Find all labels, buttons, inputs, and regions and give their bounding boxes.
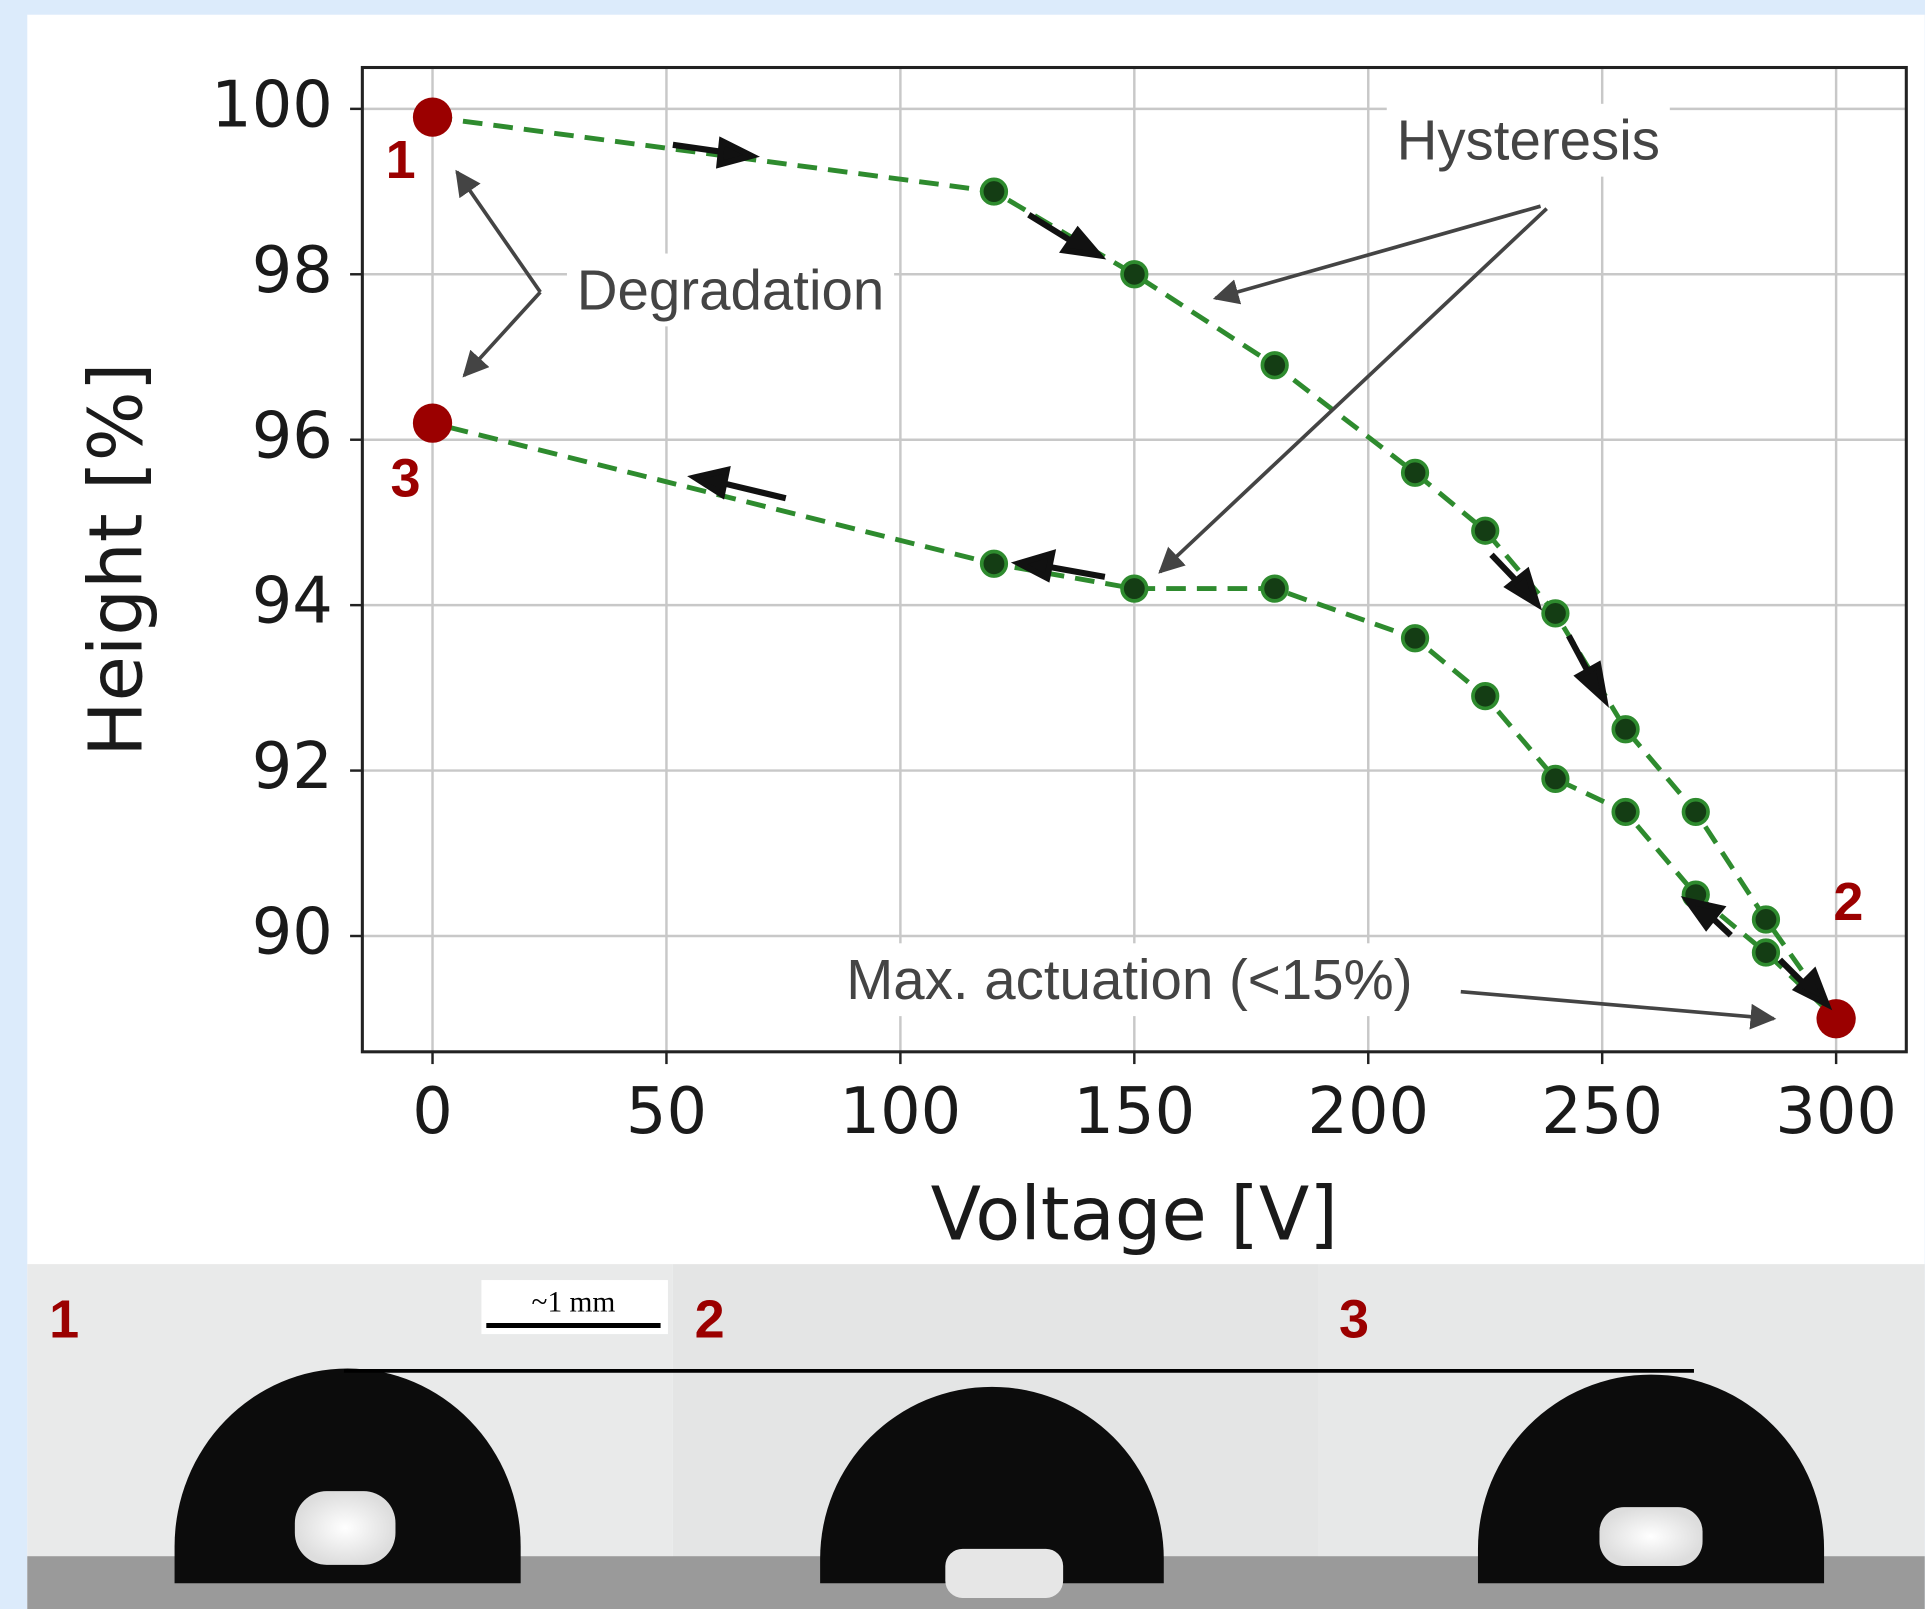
- photo-label: 3: [1339, 1289, 1369, 1349]
- data-point: [1400, 458, 1430, 487]
- data-point: [1541, 764, 1570, 793]
- data-point: [1260, 574, 1289, 603]
- annotation-background: [1386, 103, 1670, 177]
- data-point: [1611, 797, 1640, 827]
- direction-arrows: [672, 136, 1833, 1011]
- data-point: [1681, 797, 1710, 827]
- annotation: Degradation: [577, 258, 884, 321]
- x-tick-label: 300: [1775, 1075, 1897, 1149]
- plot: 90 92 94 96 98 100 0 50 100 150 200 250 300 Voltage […: [74, 65, 1908, 1258]
- annotation-arrows: [455, 169, 1777, 1030]
- y-tick-label: 94: [252, 565, 333, 639]
- x-axis-label: Voltage [V]: [931, 1173, 1338, 1258]
- plot-frame: [360, 65, 1908, 1054]
- x-tick-label: 200: [1307, 1075, 1429, 1149]
- photo-label: 2: [695, 1289, 725, 1349]
- highlight-point: [412, 403, 453, 443]
- x-tick-label: 0: [412, 1075, 453, 1149]
- annotation-background: [836, 943, 1423, 1017]
- highlight-label: 2: [1833, 872, 1863, 932]
- annotation: Max. actuation (<15%): [846, 948, 1412, 1011]
- data-point: [1471, 516, 1500, 545]
- photo-label: 1: [49, 1289, 79, 1349]
- x-tick-label: 100: [840, 1075, 962, 1149]
- y-axis-label: Height [%]: [74, 363, 159, 757]
- data-point: [1400, 624, 1430, 653]
- data-point: [979, 177, 1009, 206]
- data-point: [1541, 599, 1570, 628]
- data-point: [1120, 574, 1149, 603]
- photo-strip: [27, 1264, 1925, 1609]
- highlight-point: [412, 97, 453, 137]
- highlight-label: 1: [386, 130, 416, 190]
- x-tick-label: 250: [1541, 1075, 1663, 1149]
- y-tick-label: 100: [211, 68, 333, 142]
- data-point: [1120, 260, 1149, 289]
- data-point: [1751, 938, 1781, 967]
- data-point: [1751, 905, 1781, 934]
- y-tick-label: 92: [252, 730, 333, 804]
- data-point: [1471, 682, 1500, 711]
- data-point: [1260, 351, 1289, 380]
- data-point: [979, 549, 1009, 578]
- highlight-label: 3: [391, 448, 421, 508]
- highlight-point: [1816, 999, 1856, 1039]
- x-tick-label: 50: [626, 1075, 707, 1149]
- data-point: [1611, 715, 1640, 744]
- annotation-background: [566, 253, 895, 327]
- x-tick-label: 150: [1073, 1075, 1195, 1149]
- y-tick-label: 98: [252, 234, 333, 308]
- scale-bar-label: ~1 mm: [532, 1286, 616, 1318]
- y-tick-label: 90: [252, 896, 333, 970]
- annotation: Hysteresis: [1397, 109, 1660, 172]
- y-tick-label: 96: [252, 399, 333, 473]
